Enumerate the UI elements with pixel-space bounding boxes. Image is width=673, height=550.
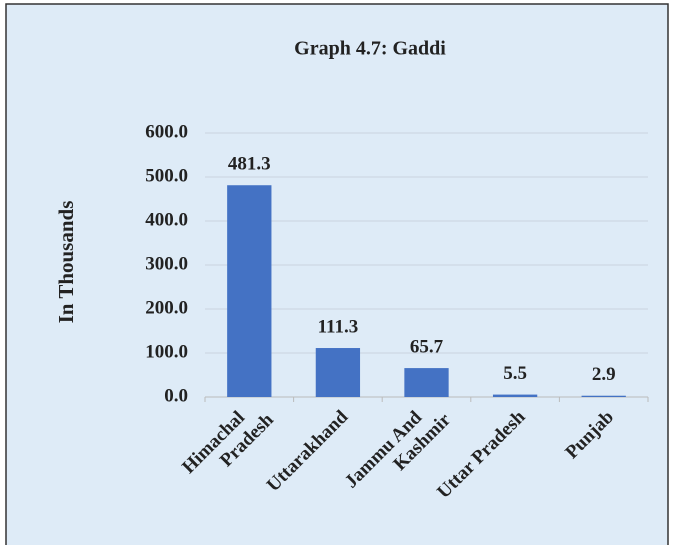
chart-background bbox=[5, 3, 669, 550]
y-tick-label: 100.0 bbox=[145, 341, 188, 362]
data-label: 65.7 bbox=[410, 336, 444, 357]
y-tick-label: 200.0 bbox=[145, 297, 188, 318]
chart-title: Graph 4.7: Gaddi bbox=[294, 38, 446, 60]
data-label: 5.5 bbox=[503, 363, 527, 384]
bar bbox=[315, 348, 361, 397]
y-tick-label: 400.0 bbox=[145, 209, 188, 230]
data-label: 111.3 bbox=[318, 316, 359, 337]
y-tick-label: 300.0 bbox=[145, 253, 188, 274]
bar bbox=[404, 368, 449, 397]
data-label: 2.9 bbox=[592, 364, 616, 385]
bar bbox=[227, 185, 272, 397]
y-tick-label: 0.0 bbox=[164, 385, 188, 406]
y-tick-label: 500.0 bbox=[145, 165, 188, 186]
bar bbox=[581, 395, 626, 397]
data-label: 481.3 bbox=[228, 154, 271, 175]
bar bbox=[492, 394, 538, 397]
y-tick-label: 600.0 bbox=[145, 121, 188, 142]
y-axis-label: In Thousands bbox=[54, 201, 78, 324]
